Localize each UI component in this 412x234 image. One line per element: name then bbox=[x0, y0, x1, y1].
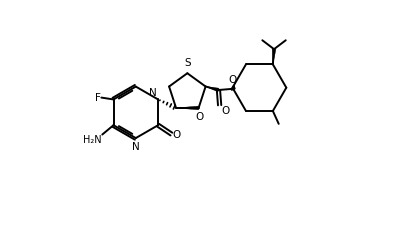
Text: S: S bbox=[184, 58, 191, 68]
Polygon shape bbox=[272, 49, 276, 64]
Text: H₂N: H₂N bbox=[83, 135, 101, 145]
Text: F: F bbox=[94, 93, 101, 102]
Text: O: O bbox=[228, 75, 236, 85]
Text: N: N bbox=[132, 142, 140, 152]
Text: O: O bbox=[221, 106, 229, 116]
Polygon shape bbox=[206, 87, 219, 92]
Text: O: O bbox=[196, 112, 204, 122]
Text: O: O bbox=[173, 130, 181, 139]
Text: N: N bbox=[149, 88, 157, 98]
Polygon shape bbox=[176, 106, 199, 110]
